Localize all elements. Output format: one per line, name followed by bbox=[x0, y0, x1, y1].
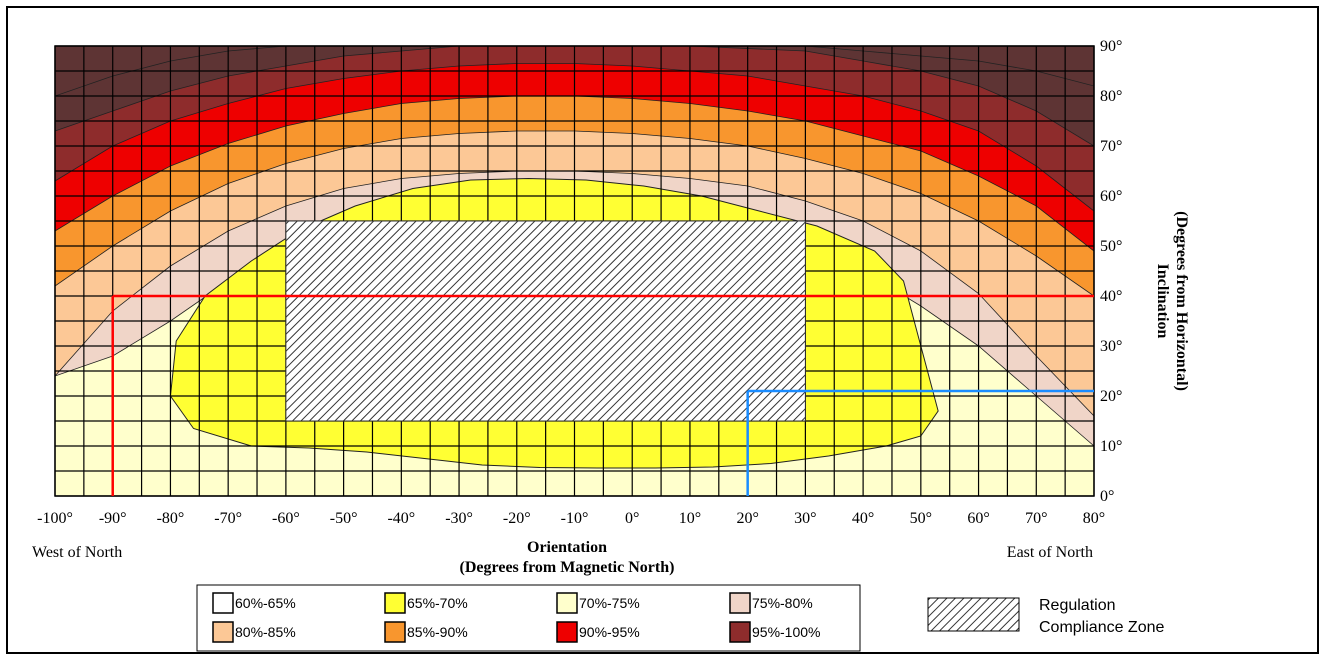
y-tick-label: 0° bbox=[1100, 488, 1114, 505]
compliance-zone-swatch bbox=[927, 597, 1020, 632]
x-tick-label: -30° bbox=[445, 510, 473, 527]
x-tick-label: -90° bbox=[99, 510, 127, 527]
x-tick-label: 70° bbox=[1025, 510, 1047, 527]
x-tick-label: 30° bbox=[794, 510, 816, 527]
legend-label: 95%-100% bbox=[752, 624, 821, 640]
x-tick-label: -80° bbox=[157, 510, 185, 527]
x-tick-label: 10° bbox=[679, 510, 701, 527]
legend-swatch bbox=[556, 592, 578, 614]
x-tick-label: 60° bbox=[967, 510, 989, 527]
legend-swatch bbox=[384, 621, 406, 643]
x-tick-label: 80° bbox=[1083, 510, 1105, 527]
x-tick-label: -20° bbox=[503, 510, 531, 527]
y-tick-label: 90° bbox=[1100, 38, 1122, 55]
legend-swatch bbox=[384, 592, 406, 614]
x-tick-label: 0° bbox=[625, 510, 639, 527]
x-tick-label: -100° bbox=[37, 510, 73, 527]
y-tick-label: 10° bbox=[1100, 438, 1122, 455]
legend-swatch bbox=[729, 592, 751, 614]
compliance-zone bbox=[285, 220, 806, 422]
y-tick-label: 20° bbox=[1100, 388, 1122, 405]
compliance-zone-label-2: Compliance Zone bbox=[1039, 619, 1165, 636]
legend-swatch bbox=[729, 621, 751, 643]
x-tick-label: 40° bbox=[852, 510, 874, 527]
y-tick-label: 60° bbox=[1100, 188, 1122, 205]
compliance-zone-rect bbox=[285, 220, 806, 422]
y-tick-label: 40° bbox=[1100, 288, 1122, 305]
y-tick-label: 70° bbox=[1100, 138, 1122, 155]
y-tick-label: 80° bbox=[1100, 88, 1122, 105]
x-axis-label: Orientation bbox=[527, 539, 607, 556]
legend-swatch bbox=[212, 621, 234, 643]
x-tick-label: -50° bbox=[330, 510, 358, 527]
legend-label: 80%-85% bbox=[235, 624, 296, 640]
legend-label: 60%-65% bbox=[235, 595, 296, 611]
y-tick-label: 30° bbox=[1100, 338, 1122, 355]
legend-swatch bbox=[556, 621, 578, 643]
x-tick-labels: -100° -90° -80° -70° -60° -50° -40° -30° -20° -10… bbox=[37, 510, 1105, 527]
legend-label: 65%-70% bbox=[407, 595, 468, 611]
legend-label: 85%-90% bbox=[407, 624, 468, 640]
x-tick-label: -40° bbox=[387, 510, 415, 527]
x-axis-sublabel: (Degrees from Magnetic North) bbox=[460, 559, 675, 576]
plot-border bbox=[54, 45, 1095, 497]
legend-label: 70%-75% bbox=[579, 595, 640, 611]
legend-label: 75%-80% bbox=[752, 595, 813, 611]
legend: 60%-65% 65%-70% 70%-75% 75%-80% 80%-85% 85%-9… bbox=[212, 592, 821, 643]
chart-frame bbox=[6, 6, 1319, 654]
y-axis-label: Inclination bbox=[1154, 264, 1171, 339]
y-tick-label: 50° bbox=[1100, 238, 1122, 255]
x-tick-label: 20° bbox=[736, 510, 758, 527]
y-tick-labels: 0° 10° 20° 30° 40° 50° 60° 70° 80° 90° bbox=[1100, 38, 1122, 505]
y-axis-sublabel: (Degrees from Horizontal) bbox=[1173, 211, 1190, 391]
x-tick-label: -60° bbox=[272, 510, 300, 527]
x-tick-label: -70° bbox=[214, 510, 242, 527]
x-tick-label: -10° bbox=[561, 510, 589, 527]
west-of-north-note: West of North bbox=[32, 544, 122, 561]
compliance-zone-label-1: Regulation bbox=[1039, 597, 1116, 614]
x-tick-label: 50° bbox=[910, 510, 932, 527]
legend-label: 90%-95% bbox=[579, 624, 640, 640]
east-of-north-note: East of North bbox=[1007, 544, 1093, 561]
reference-markers bbox=[111, 294, 1094, 496]
legend-swatch bbox=[212, 592, 234, 614]
